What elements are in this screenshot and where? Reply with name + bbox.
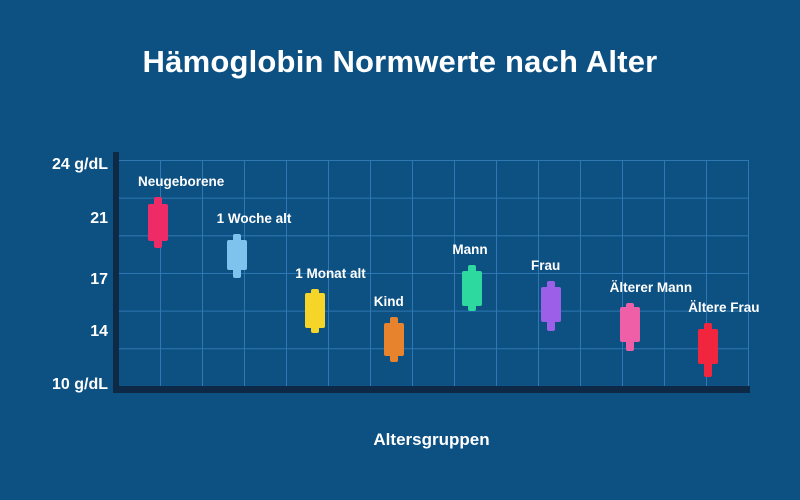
candle-label-älterer-mann: Älterer Mann: [609, 279, 693, 295]
x-axis-title: Altersgruppen: [373, 430, 490, 449]
candle-label-ältere-frau: Ältere Frau: [688, 300, 760, 316]
y-tick-label: 10 g/dL: [51, 376, 108, 393]
candle-box-frau: [541, 287, 561, 322]
candle-box-kind: [383, 323, 404, 357]
candle-box-mann: [462, 271, 483, 306]
candle-label-mann: Mann: [452, 242, 488, 257]
candle-box-neugeborene: [148, 203, 168, 242]
candle-label-1-monat-alt: 1 Monat alt: [295, 265, 366, 281]
page-title: Hämoglobin Normwerte nach Alter: [142, 44, 658, 79]
y-tick-label: 14: [90, 323, 108, 340]
candle-label-frau: Frau: [531, 257, 561, 273]
y-tick-label: 17: [90, 271, 108, 288]
candle-box-1-monat-alt: [305, 293, 326, 328]
x-axis-line: [113, 386, 750, 393]
y-tick-label: 24 g/dL: [51, 156, 108, 173]
candle-label-kind: Kind: [373, 293, 404, 309]
candle-box-älterer-mann: [619, 307, 640, 342]
candle-label-neugeborene: Neugeborene: [138, 174, 225, 190]
candle-box-1-woche-alt: [226, 239, 247, 270]
candle-box-ältere-frau: [698, 329, 719, 364]
y-axis-line: [113, 152, 119, 393]
candle-label-1-woche-alt: 1 Woche alt: [216, 210, 292, 226]
plot-grid: [118, 160, 749, 386]
y-tick-label: 21: [90, 210, 108, 227]
